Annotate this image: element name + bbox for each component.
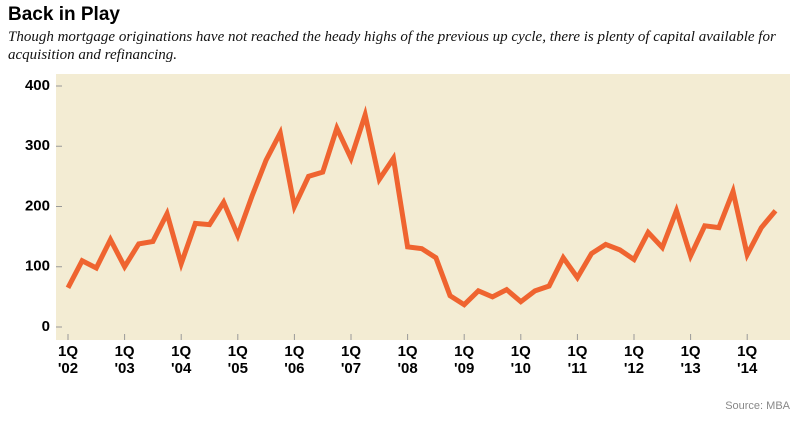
plot-background (56, 74, 790, 340)
x-tick-label: 1Q '07 (340, 343, 362, 377)
x-tick-label: 1Q '05 (227, 343, 248, 377)
y-tick-label: 300 (25, 137, 50, 154)
y-tick-label: 400 (25, 77, 50, 94)
x-tick-label: 1Q '11 (567, 343, 588, 377)
x-tick-label: 1Q '08 (397, 343, 418, 377)
x-tick-label: 1Q '03 (114, 343, 135, 377)
chart-subtitle: Though mortgage originations have not re… (8, 29, 776, 63)
x-tick-label: 1Q '04 (171, 343, 192, 377)
y-tick-label: 0 (42, 318, 50, 335)
chart-title: Back in Play (8, 4, 120, 25)
y-tick-label: 100 (25, 258, 50, 275)
x-tick-label: 1Q '09 (454, 343, 475, 377)
x-tick-label: 1Q '02 (57, 343, 79, 377)
x-tick-label: 1Q '12 (623, 343, 645, 377)
x-tick-label: 1Q '06 (284, 343, 305, 377)
x-tick-label: 1Q '10 (510, 343, 531, 377)
data-line (65, 105, 778, 308)
y-tick-label: 200 (25, 197, 50, 214)
x-tick-label: 1Q '13 (680, 343, 701, 377)
source-note: Source: MBA (725, 400, 790, 412)
x-tick-label: 1Q '14 (737, 343, 758, 377)
